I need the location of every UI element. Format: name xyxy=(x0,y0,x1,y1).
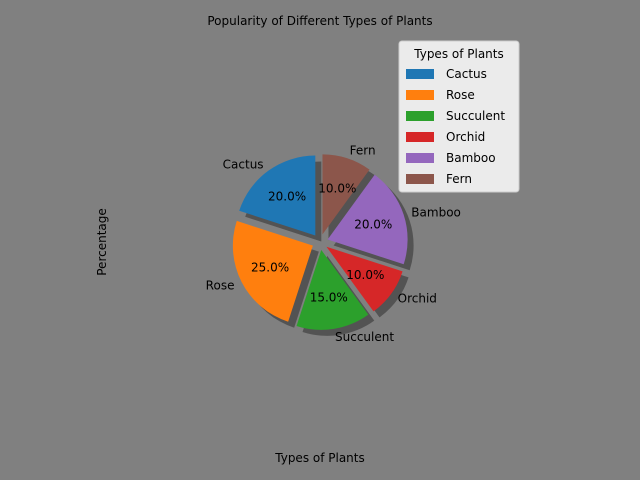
slice-rose xyxy=(232,220,313,322)
slice-orchid xyxy=(326,246,403,312)
y-axis-label: Percentage xyxy=(95,208,109,276)
legend: Types of Plants Cactus Rose Succulent Orchi… xyxy=(398,40,520,193)
legend-swatch xyxy=(406,90,434,100)
slice-succulent xyxy=(296,249,369,330)
legend-item: Succulent xyxy=(406,109,505,123)
percentage-label-rose: 25.0% xyxy=(251,260,289,274)
legend-label: Succulent xyxy=(446,109,505,123)
category-label-orchid: Orchid xyxy=(398,291,437,305)
legend-swatch xyxy=(406,111,434,121)
percentage-label-fern: 10.0% xyxy=(318,182,356,196)
category-label-fern: Fern xyxy=(350,144,376,158)
slice-fern xyxy=(322,154,370,235)
legend-swatch xyxy=(406,174,434,184)
legend-item: Cactus xyxy=(406,67,487,81)
pie-slices xyxy=(232,154,408,330)
legend-item: Fern xyxy=(406,172,472,186)
category-label-rose: Rose xyxy=(206,279,235,293)
legend-label: Fern xyxy=(446,172,472,186)
legend-label: Orchid xyxy=(446,130,485,144)
legend-label: Rose xyxy=(446,88,475,102)
percentage-label-succulent: 15.0% xyxy=(310,290,348,304)
legend-title: Types of Plants xyxy=(413,47,504,61)
category-label-bamboo: Bamboo xyxy=(411,205,461,219)
chart-title: Popularity of Different Types of Plants xyxy=(207,14,432,28)
legend-item: Orchid xyxy=(406,130,485,144)
legend-swatch xyxy=(406,132,434,142)
category-label-succulent: Succulent xyxy=(335,330,394,344)
slice-cactus xyxy=(239,155,316,236)
legend-label: Cactus xyxy=(446,67,487,81)
x-axis-label: Types of Plants xyxy=(274,451,365,465)
percentage-label-cactus: 20.0% xyxy=(268,190,306,204)
legend-label: Bamboo xyxy=(446,151,496,165)
percentage-label-bamboo: 20.0% xyxy=(354,218,392,232)
category-labels: Cactus Rose Succulent Orchid Bamboo Fern xyxy=(206,144,461,344)
legend-swatch xyxy=(406,153,434,163)
category-label-cactus: Cactus xyxy=(223,157,264,171)
slice-bamboo xyxy=(327,174,408,265)
legend-item: Bamboo xyxy=(406,151,496,165)
percentage-labels: 20.0% 25.0% 15.0% 10.0% 20.0% 10.0% xyxy=(251,182,392,305)
legend-item: Rose xyxy=(406,88,475,102)
percentage-label-orchid: 10.0% xyxy=(346,268,384,282)
legend-swatch xyxy=(406,69,434,79)
legend-items: Cactus Rose Succulent Orchid Bamboo Fern xyxy=(406,67,505,186)
